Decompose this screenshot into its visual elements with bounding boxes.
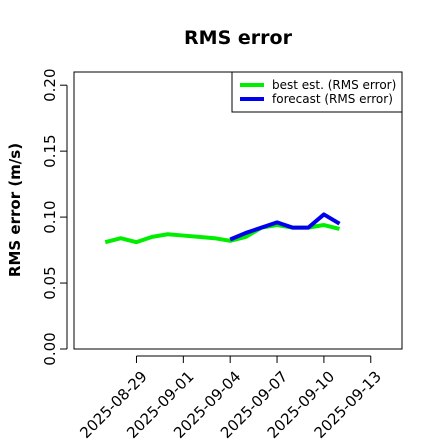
data-point [291, 226, 295, 230]
y-tick-label: 0.00 [41, 332, 59, 365]
data-point [322, 212, 326, 216]
y-tick-label: 0.10 [41, 200, 59, 233]
y-tick-label: 0.20 [41, 68, 59, 101]
data-point [306, 226, 310, 230]
plot-frame [73, 71, 403, 350]
data-point [197, 235, 201, 239]
data-point [259, 226, 263, 230]
data-point [338, 227, 342, 231]
data-point [322, 223, 326, 227]
data-point [244, 231, 248, 235]
data-point [134, 240, 138, 244]
data-point [103, 240, 107, 244]
series-line-1 [229, 212, 341, 242]
y-tick-label: 0.05 [41, 266, 59, 299]
data-point [166, 232, 170, 236]
data-point [181, 234, 185, 238]
legend-label: forecast (RMS error) [272, 92, 393, 106]
legend-label: best est. (RMS error) [272, 78, 396, 92]
y-axis-label: RMS error (m/s) [6, 143, 24, 277]
legend-box [231, 71, 403, 113]
data-point [275, 220, 279, 224]
plot-area: 0.000.050.100.150.202025-08-292025-09-01… [41, 68, 403, 440]
data-point [228, 238, 232, 242]
data-point [150, 235, 154, 239]
y-tick-label: 0.15 [41, 134, 59, 167]
chart-title: RMS error [184, 27, 293, 49]
data-point [338, 222, 342, 226]
legend: best est. (RMS error)forecast (RMS error… [231, 71, 403, 113]
data-point [213, 236, 217, 240]
data-point [119, 236, 123, 240]
